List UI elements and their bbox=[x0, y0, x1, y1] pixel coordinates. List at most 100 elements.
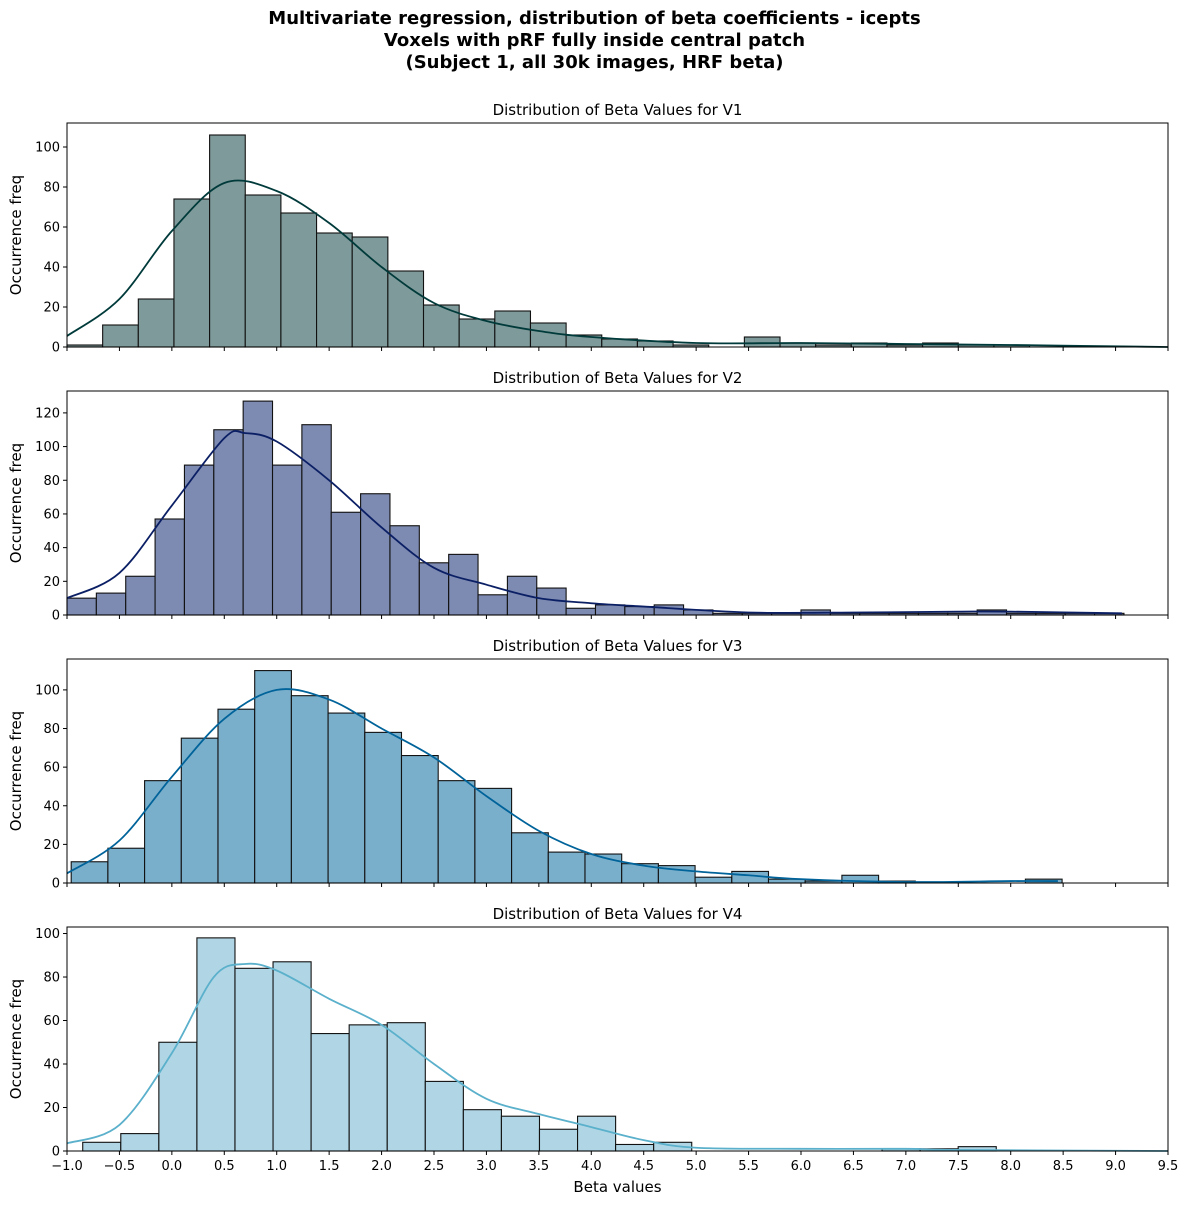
histogram-bar bbox=[70, 861, 109, 884]
figure-title-line-2: Voxels with pRF fully inside central pat… bbox=[383, 30, 806, 51]
y-tick-label: 60 bbox=[43, 221, 60, 236]
chart-panel-1: 0 20 40 60 80 100 Distribution of Beta Values … bbox=[7, 101, 1169, 356]
y-axis-label: Occurrence freq bbox=[7, 711, 25, 831]
histogram-bar bbox=[500, 1115, 541, 1152]
x-tick-label: −1.0 bbox=[51, 1159, 83, 1174]
histogram-bar bbox=[271, 464, 303, 616]
histogram-bar bbox=[120, 1133, 160, 1152]
x-tick-label: 8.5 bbox=[1053, 1159, 1074, 1174]
axes-frame bbox=[66, 658, 1169, 884]
x-tick-label: 7.0 bbox=[896, 1159, 917, 1174]
histogram-bar bbox=[272, 961, 312, 1152]
x-tick-label: 4.5 bbox=[633, 1159, 654, 1174]
histogram-bar bbox=[458, 318, 496, 348]
histogram-bar bbox=[594, 604, 626, 616]
histogram-bar bbox=[418, 562, 450, 616]
histogram-bar bbox=[254, 670, 292, 884]
histogram-bar bbox=[66, 597, 97, 616]
y-tick-label: 0 bbox=[52, 877, 60, 892]
x-tick-label: 4.0 bbox=[581, 1159, 602, 1174]
y-tick-label: 80 bbox=[43, 722, 60, 737]
histogram-bar bbox=[448, 553, 479, 616]
x-tick-label: 3.0 bbox=[476, 1159, 497, 1174]
kde-curve bbox=[66, 962, 1169, 1152]
histogram-bar bbox=[290, 695, 329, 884]
y-tick-label: 120 bbox=[35, 406, 60, 421]
histogram-bar bbox=[576, 1115, 617, 1152]
x-axis-label: Beta values bbox=[573, 1178, 661, 1196]
histogram-bar bbox=[213, 429, 244, 616]
y-tick-label: 60 bbox=[43, 761, 60, 776]
x-tick-label: 7.5 bbox=[948, 1159, 969, 1174]
y-tick-label: 40 bbox=[43, 1058, 60, 1073]
histogram-bar bbox=[694, 876, 733, 884]
x-tick-label: 2.0 bbox=[371, 1159, 392, 1174]
histogram-bar bbox=[95, 592, 127, 616]
subplot-title: Distribution of Beta Values for V4 bbox=[493, 905, 743, 923]
x-tick-label: 5.5 bbox=[738, 1159, 759, 1174]
histogram-bar bbox=[474, 787, 513, 884]
y-tick-label: 40 bbox=[43, 261, 60, 276]
axes-frame bbox=[66, 390, 1169, 616]
y-tick-label: 0 bbox=[52, 1145, 60, 1160]
histogram-bar bbox=[565, 607, 597, 616]
x-tick-label: −0.5 bbox=[104, 1159, 136, 1174]
x-tick-label: 1.5 bbox=[319, 1159, 340, 1174]
histogram-bar bbox=[386, 1022, 426, 1152]
axes-frame bbox=[66, 926, 1169, 1152]
y-tick-label: 80 bbox=[43, 474, 60, 489]
histogram-bar bbox=[330, 511, 362, 616]
histogram-bar bbox=[547, 851, 586, 884]
y-tick-label: 20 bbox=[43, 838, 60, 853]
histogram-bar bbox=[107, 847, 146, 884]
histogram-bar bbox=[477, 594, 508, 616]
x-tick-label: 6.0 bbox=[791, 1159, 812, 1174]
kde-curve bbox=[66, 429, 1122, 615]
histogram-bar bbox=[351, 236, 389, 348]
chart-panel-2: 0 20 40 60 80 100 120 Distribution of Beta Valu… bbox=[7, 369, 1169, 624]
y-tick-label: 0 bbox=[52, 609, 60, 624]
histogram-bar bbox=[389, 525, 420, 616]
histogram-bar bbox=[310, 1033, 350, 1152]
histogram-bar bbox=[209, 134, 246, 348]
histogram-bar bbox=[743, 336, 781, 348]
histogram-bar bbox=[437, 780, 476, 884]
x-tick-label: 2.5 bbox=[424, 1159, 445, 1174]
figure-title-line-1: Multivariate regression, distribution of… bbox=[268, 8, 921, 29]
y-tick-label: 60 bbox=[43, 507, 60, 522]
x-tick-label: 9.0 bbox=[1105, 1159, 1126, 1174]
histogram-bar bbox=[511, 832, 549, 884]
histogram-bar bbox=[424, 1080, 464, 1152]
subplot-title: Distribution of Beta Values for V2 bbox=[493, 369, 743, 387]
y-axis-label: Occurrence freq bbox=[7, 979, 25, 1099]
y-tick-label: 60 bbox=[43, 1014, 60, 1029]
histogram-bar bbox=[280, 212, 318, 348]
x-tick-label: 5.0 bbox=[686, 1159, 707, 1174]
histogram-bar bbox=[615, 1143, 655, 1152]
histogram-bar bbox=[506, 575, 538, 616]
kde-curve bbox=[66, 688, 1058, 883]
x-tick-label: 1.0 bbox=[266, 1159, 287, 1174]
histogram-bar bbox=[529, 322, 567, 348]
histogram-bar bbox=[137, 298, 175, 348]
histogram-bar bbox=[183, 464, 215, 616]
y-tick-label: 100 bbox=[35, 927, 60, 942]
histogram-bar bbox=[244, 194, 282, 348]
y-tick-label: 20 bbox=[43, 301, 60, 316]
x-tick-label: 0.5 bbox=[214, 1159, 235, 1174]
y-tick-label: 100 bbox=[35, 440, 60, 455]
x-tick-label: 8.0 bbox=[1000, 1159, 1021, 1174]
y-tick-label: 80 bbox=[43, 971, 60, 986]
chart-panel-4: 0 20 40 60 80 100 −1.0 −0.5 0.0 0.5 1.0 1.5 2.0 2.5 3.… bbox=[7, 905, 1178, 1196]
histogram-bar bbox=[180, 737, 219, 884]
x-tick-label: 6.5 bbox=[843, 1159, 864, 1174]
histogram-bar bbox=[196, 937, 236, 1152]
histogram-bar bbox=[173, 198, 211, 348]
subplot-title: Distribution of Beta Values for V1 bbox=[493, 101, 743, 119]
y-tick-label: 20 bbox=[43, 1101, 60, 1116]
y-tick-label: 100 bbox=[35, 683, 60, 698]
y-tick-label: 80 bbox=[43, 181, 60, 196]
figure-title-line-3: (Subject 1, all 30k images, HRF beta) bbox=[405, 52, 784, 73]
histogram-bar bbox=[462, 1109, 502, 1152]
